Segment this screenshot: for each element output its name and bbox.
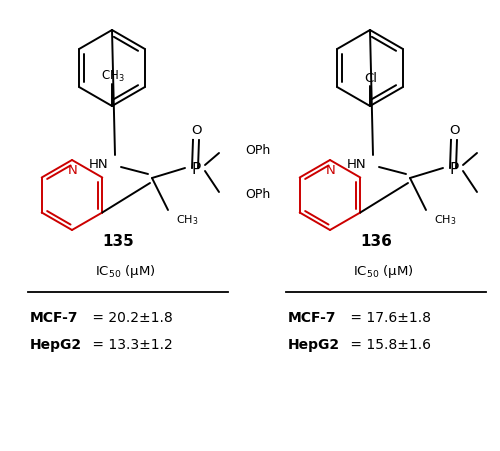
Text: CH$_3$: CH$_3$ bbox=[176, 213, 199, 227]
Text: CH$_3$: CH$_3$ bbox=[434, 213, 456, 227]
Text: = 17.6±1.8: = 17.6±1.8 bbox=[346, 311, 431, 325]
Text: O: O bbox=[449, 124, 459, 137]
Text: IC$_{50}$ (μM): IC$_{50}$ (μM) bbox=[94, 263, 156, 281]
Text: Cl: Cl bbox=[364, 72, 378, 84]
Text: HepG2: HepG2 bbox=[30, 338, 82, 352]
Text: HepG2: HepG2 bbox=[288, 338, 340, 352]
Text: P: P bbox=[192, 161, 200, 176]
Text: N: N bbox=[68, 164, 78, 176]
Text: N: N bbox=[326, 164, 336, 176]
Text: P: P bbox=[450, 161, 458, 176]
Text: = 15.8±1.6: = 15.8±1.6 bbox=[346, 338, 431, 352]
Text: HN: HN bbox=[89, 158, 109, 171]
Text: CH$_3$: CH$_3$ bbox=[101, 69, 125, 83]
Text: OPh: OPh bbox=[245, 189, 270, 202]
Text: MCF-7: MCF-7 bbox=[288, 311, 337, 325]
Text: O: O bbox=[191, 124, 201, 137]
Text: = 20.2±1.8: = 20.2±1.8 bbox=[88, 311, 173, 325]
Text: HN: HN bbox=[347, 158, 367, 171]
Text: 136: 136 bbox=[360, 235, 392, 249]
Text: OPh: OPh bbox=[245, 143, 270, 156]
Text: 135: 135 bbox=[102, 235, 134, 249]
Text: IC$_{50}$ (μM): IC$_{50}$ (μM) bbox=[352, 263, 414, 281]
Text: = 13.3±1.2: = 13.3±1.2 bbox=[88, 338, 173, 352]
Text: MCF-7: MCF-7 bbox=[30, 311, 78, 325]
